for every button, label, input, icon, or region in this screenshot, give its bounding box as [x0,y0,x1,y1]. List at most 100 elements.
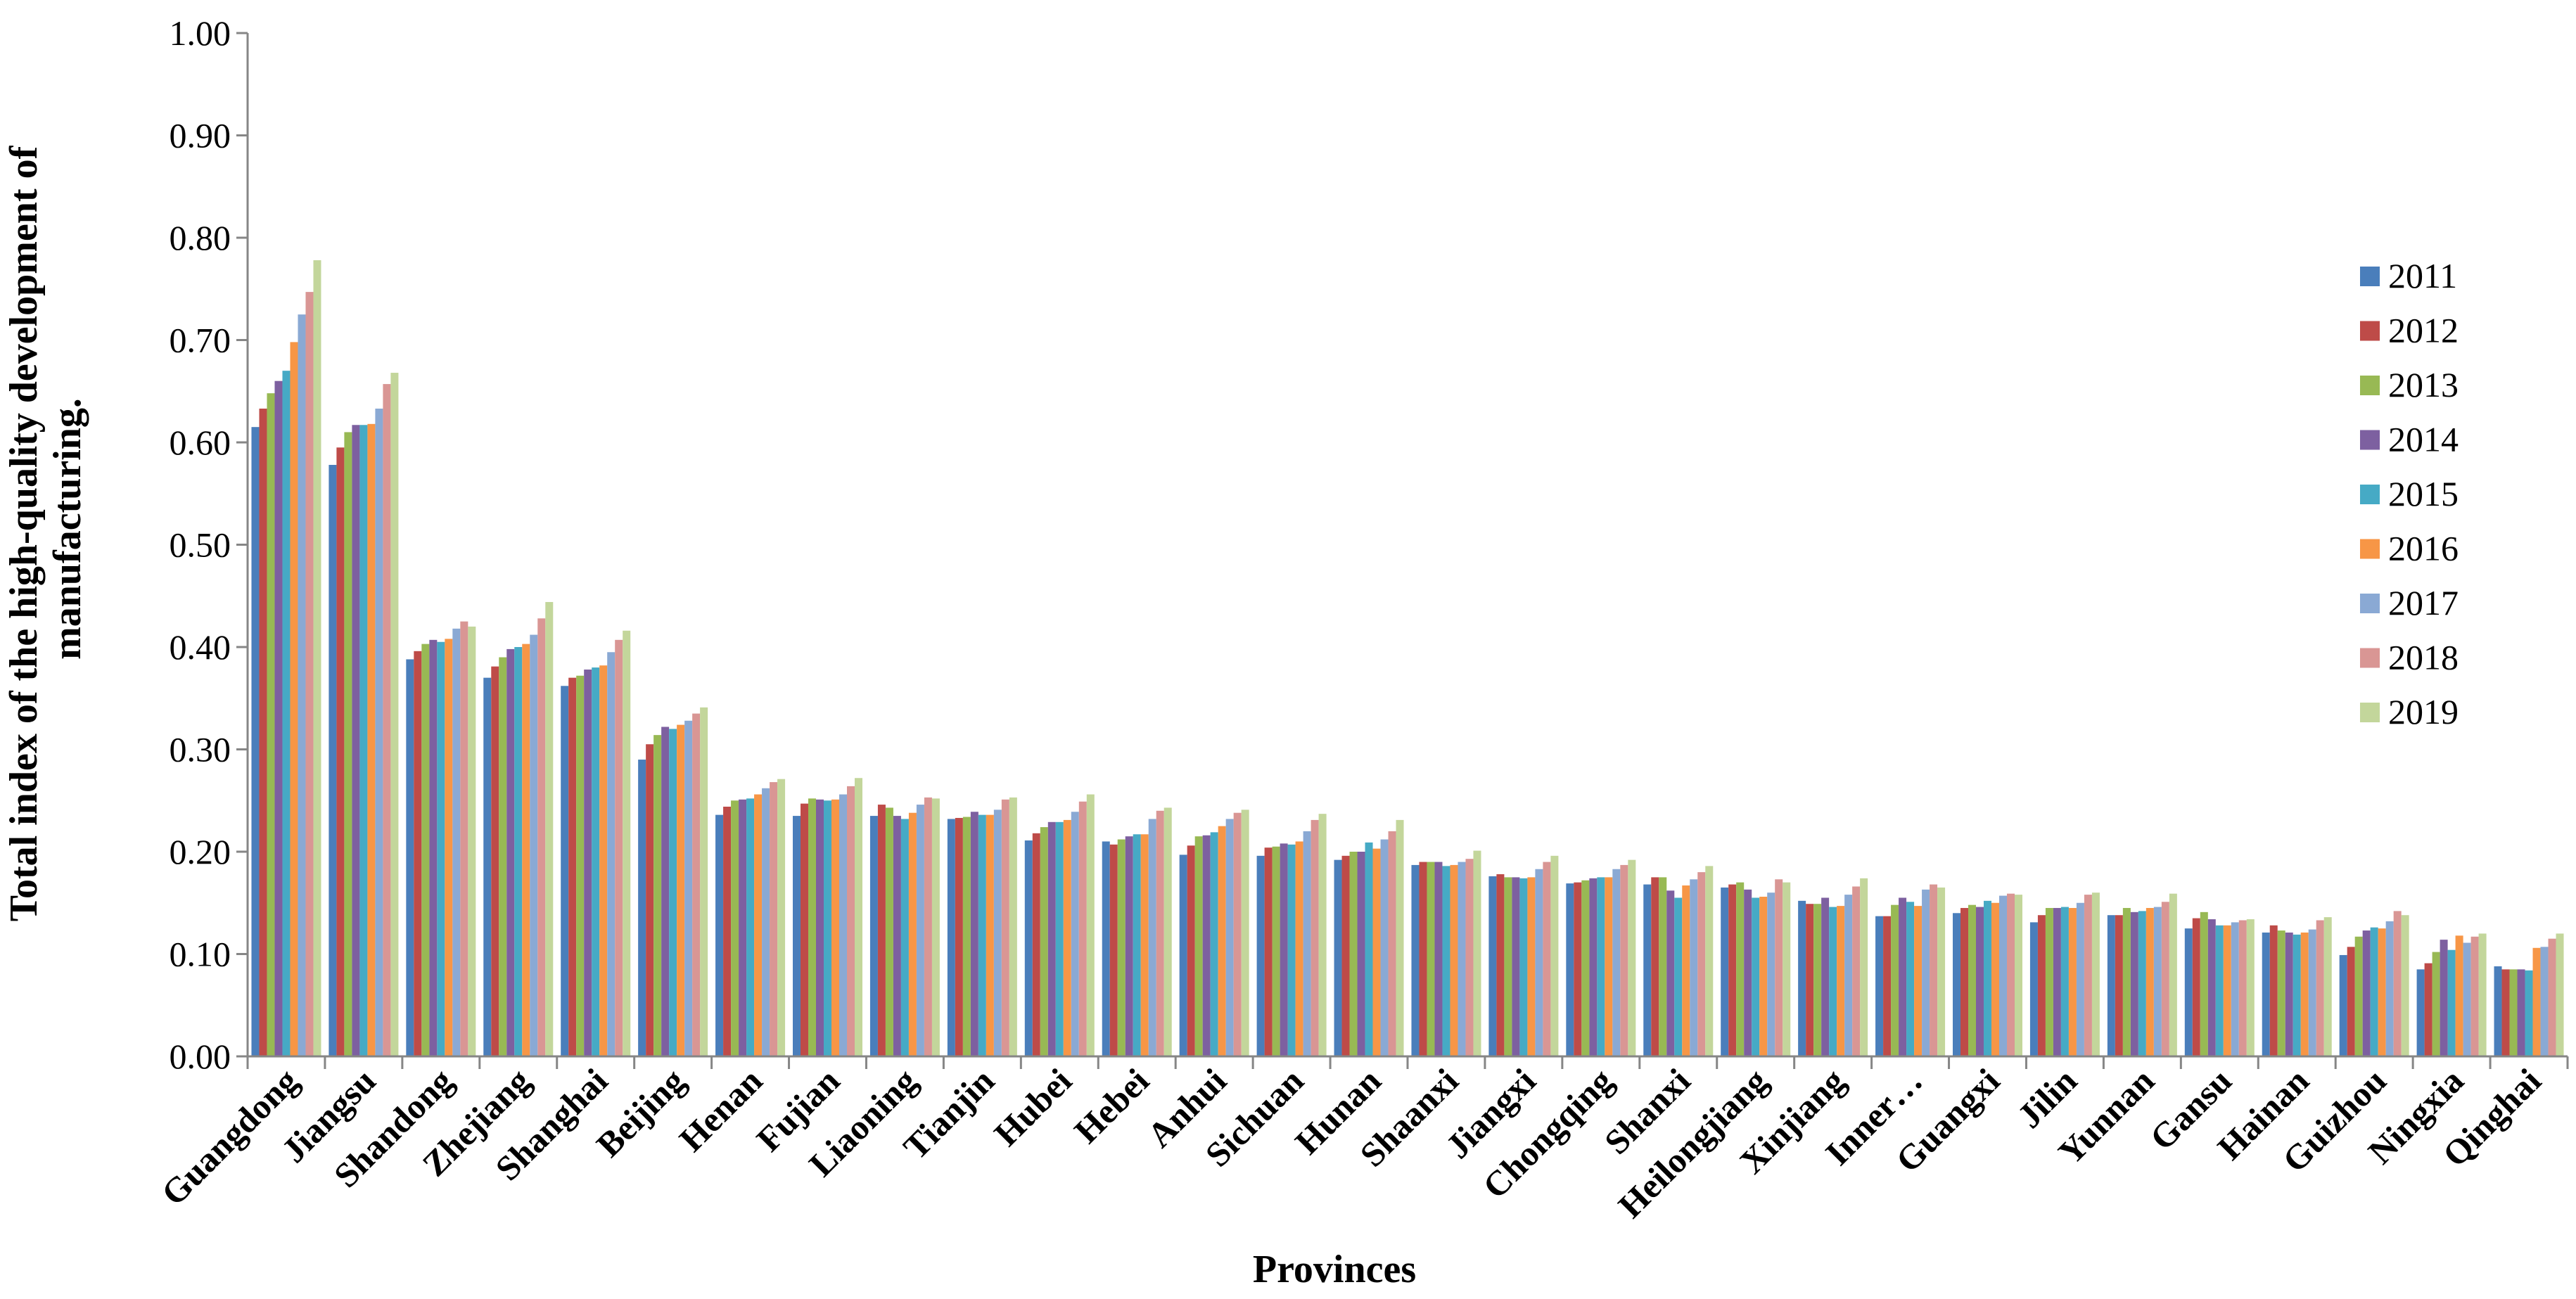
y-tick-label: 0.00 [170,1037,231,1076]
legend-label-2019: 2019 [2388,692,2459,731]
bar-2019-guizhou [2401,915,2409,1056]
bar-2015-beijing [669,729,677,1056]
bar-2015-jiangsu [359,425,368,1056]
bar-2018-qinghai [2548,938,2556,1056]
bar-2013-sichuan [1272,846,1280,1056]
bar-2019-xinjiang [1860,878,1868,1056]
bar-2013-hubei [1040,827,1048,1056]
bar-2019-ningxia [2478,933,2487,1056]
bar-2019-henan [777,779,786,1056]
bar-2018-gansu [2238,920,2247,1056]
bar-2011-shaanxi [1411,864,1420,1056]
bar-2015-guangdong [282,371,291,1056]
bar-2018-shaanxi [1465,859,1474,1056]
bar-2014-guangxi [1976,907,1984,1056]
bar-2012-gansu [2192,918,2200,1056]
bar-2014-henan [739,799,747,1056]
bar-2018-henan [770,782,778,1056]
bar-2018-guangdong [305,292,314,1056]
bar-2017-guangxi [1999,895,2007,1056]
bar-2015-chongqing [1597,877,1605,1057]
bar-2012-anhui [1187,845,1195,1056]
bar-2012-jiangxi [1496,874,1505,1056]
bar-2013-gansu [2200,911,2208,1056]
bar-2012-jiangsu [336,447,345,1056]
bar-2012-qinghai [2501,969,2510,1056]
bar-2013-hainan [2277,930,2285,1056]
bar-2011-qinghai [2494,966,2502,1056]
bar-2011-guizhou [2339,954,2347,1056]
bar-2019-hubei [1086,794,1095,1056]
y-tick-label: 0.80 [170,218,231,257]
bar-2011-yunnan [2107,915,2115,1056]
bar-2014-liaoning [893,816,901,1056]
bar-2019-qinghai [2556,933,2564,1056]
x-axis-title: Provinces [1253,1248,1416,1291]
bar-2012-shaanxi [1419,862,1427,1056]
bar-2013-henan [731,800,739,1056]
bar-2012-hunan [1341,855,1350,1056]
bar-2012-liaoning [877,805,886,1056]
bar-2015-gansu [2215,925,2224,1056]
y-tick-label: 0.60 [170,423,231,462]
bar-2019-shaanxi [1473,850,1481,1056]
bar-2013-guangxi [1968,904,1976,1056]
bar-2015-liaoning [900,819,909,1056]
bar-2019-guangxi [2015,895,2022,1056]
bar-2012-xinjiang [1806,904,1814,1056]
bar-2011-shanxi [1643,884,1652,1056]
bar-2018-hubei [1078,801,1087,1056]
bar-2016-jiangsu [367,423,376,1056]
bar-2015-xinjiang [1829,907,1837,1056]
bar-2013-liaoning [885,807,893,1056]
bar-2011-liaoning [869,816,878,1056]
bar-2017-heilongjiang [1767,892,1775,1056]
y-tick-label: 1.00 [170,13,231,53]
bar-2015-zhejiang [514,647,523,1056]
bar-2013-guangdong [267,393,275,1056]
bar-2013-jilin [2045,908,2053,1056]
bar-2019-yunnan [2169,893,2177,1056]
bar-2012-shandong [414,651,422,1056]
bar-2013-anhui [1194,836,1203,1056]
bar-2013-yunnan [2122,908,2131,1056]
bar-2019-zhejiang [545,601,554,1056]
bar-2017-jilin [2076,902,2084,1056]
bar-2011-guangxi [1953,913,1960,1056]
bar-2019-anhui [1241,810,1249,1056]
bar-2011-henan [715,814,724,1056]
bar-2014-fujian [816,799,824,1056]
bar-2015-sichuan [1287,844,1296,1056]
bar-2013-chongqing [1581,880,1590,1056]
bar-2019-fujian [855,778,862,1056]
bar-2019-heilongjiang [1783,882,1791,1056]
bar-2019-inner [1937,887,1946,1056]
category-label: Henan [672,1061,770,1159]
bar-2018-shanxi [1697,872,1706,1056]
bar-2018-chongqing [1620,864,1628,1056]
bar-2016-guangxi [1991,902,1999,1056]
bar-2017-beijing [684,720,693,1056]
bar-2017-xinjiang [1844,895,1853,1056]
legend: 2011 2012 2013 2014 2015 2016 2017 2018 2019 [2360,256,2459,731]
bar-2014-shaanxi [1434,862,1443,1056]
legend-label-2011: 2011 [2388,256,2457,295]
bar-2012-fujian [801,803,808,1056]
bar-2014-hunan [1357,852,1365,1056]
bar-2017-jiangsu [375,408,383,1056]
bar-2017-anhui [1225,819,1234,1056]
bar-2012-yunnan [2115,915,2123,1056]
bar-2015-ningxia [2447,949,2456,1056]
bar-2014-yunnan [2130,911,2138,1056]
bar-2013-hunan [1349,852,1358,1056]
bar-2012-tianjin [955,817,963,1056]
bar-2017-shandong [452,628,461,1056]
bar-2016-qinghai [2532,947,2541,1056]
legend-label-2013: 2013 [2388,365,2459,404]
bar-2013-zhejiang [499,657,507,1056]
bar-2018-liaoning [924,797,932,1056]
bar-2014-hubei [1047,821,1056,1056]
bar-2015-tianjin [978,814,986,1056]
bar-2011-gansu [2184,928,2193,1057]
bar-2011-chongqing [1566,883,1574,1056]
